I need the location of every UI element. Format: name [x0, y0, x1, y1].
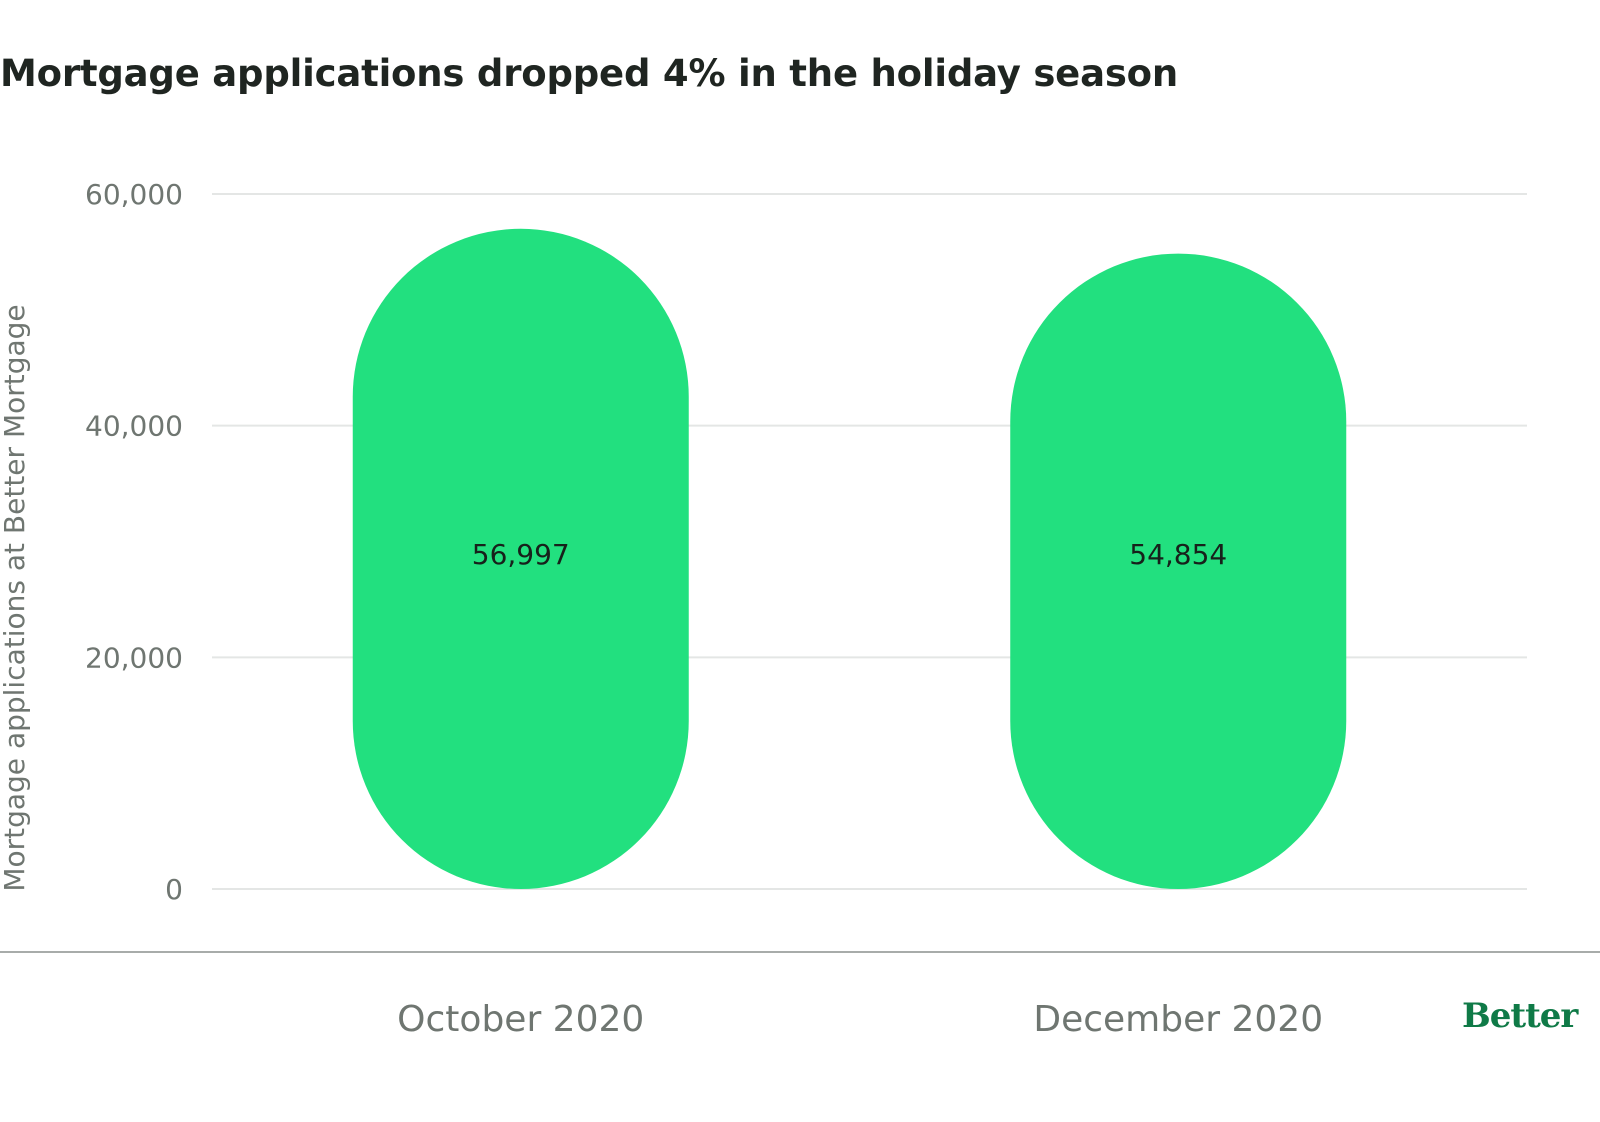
y-tick-label: 20,000: [85, 641, 183, 674]
brand-logo: Better: [1462, 996, 1578, 1036]
bar-2: [1010, 253, 1347, 889]
y-tick-label: 60,000: [85, 178, 183, 211]
data-labels: 56,997 54,854: [472, 538, 1227, 571]
category-label-2: December 2020: [1033, 999, 1323, 1040]
chart-title: Mortgage applications dropped 4% in the …: [0, 52, 1179, 95]
category-label-1: October 2020: [397, 999, 644, 1040]
bars: [352, 228, 1347, 890]
y-tick-labels: 0 20,000 40,000 60,000: [85, 178, 183, 906]
data-label-1: 56,997: [472, 538, 570, 571]
y-tick-label: 0: [165, 873, 183, 906]
category-labels: October 2020 December 2020: [397, 999, 1323, 1040]
data-label-2: 54,854: [1129, 538, 1227, 571]
y-tick-label: 40,000: [85, 410, 183, 443]
y-axis-title: Mortgage applications at Better Mortgage: [0, 304, 31, 891]
bar-1: [352, 228, 689, 890]
